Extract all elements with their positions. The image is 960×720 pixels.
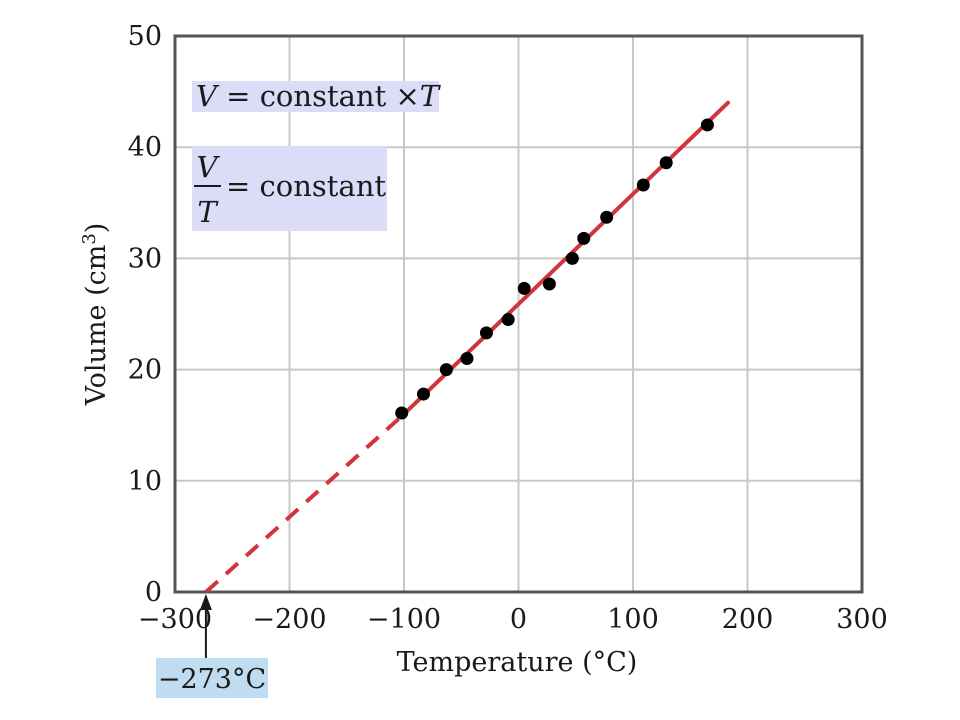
data-point-1 bbox=[416, 387, 430, 401]
equation-2-box bbox=[192, 146, 387, 231]
y-axis-label-superscript: 3 bbox=[79, 233, 100, 244]
annotation-box bbox=[156, 658, 268, 698]
equation-2-numerator: V bbox=[197, 150, 221, 184]
x-axis-label: Temperature (°C) bbox=[397, 647, 638, 678]
x-tick-labels: −300 −200 −100 0 100 200 300 bbox=[138, 604, 888, 635]
annotation-arrow-head bbox=[199, 594, 212, 610]
equation-2-rhs: = constant bbox=[226, 169, 386, 203]
y-axis-label-base: Volume (cm bbox=[81, 245, 112, 407]
data-point-7 bbox=[542, 277, 556, 291]
data-points bbox=[395, 118, 714, 420]
absolute-zero-annotation: −273°C bbox=[156, 594, 268, 698]
y-tick-label-3: 30 bbox=[128, 243, 162, 274]
equation-1-lhs: V bbox=[196, 79, 220, 113]
data-point-5 bbox=[501, 313, 515, 327]
data-point-10 bbox=[600, 210, 614, 224]
data-point-9 bbox=[577, 231, 591, 245]
data-point-8 bbox=[565, 251, 579, 265]
y-tick-label-0: 0 bbox=[145, 577, 162, 608]
x-tick-label-2: −100 bbox=[367, 604, 441, 635]
data-point-11 bbox=[636, 178, 650, 192]
equation-1-box bbox=[192, 81, 439, 112]
annotation-label: −273°C bbox=[158, 664, 266, 695]
y-tick-label-4: 40 bbox=[128, 132, 162, 163]
fit-line-extrapolated bbox=[204, 412, 406, 594]
data-point-6 bbox=[517, 281, 531, 295]
x-tick-label-3: 0 bbox=[510, 604, 527, 635]
equation-1-mid: = constant × bbox=[217, 79, 420, 113]
x-tick-label-6: 300 bbox=[836, 604, 888, 635]
data-point-12 bbox=[659, 156, 673, 170]
y-tick-label-5: 50 bbox=[128, 21, 162, 52]
x-tick-label-4: 100 bbox=[607, 604, 659, 635]
y-axis-label: Volume (cm3) bbox=[79, 223, 112, 407]
x-tick-label-5: 200 bbox=[722, 604, 774, 635]
plot-frame bbox=[173, 34, 864, 594]
y-tick-label-1: 10 bbox=[128, 466, 162, 497]
data-point-4 bbox=[479, 326, 493, 340]
y-axis-label-end: ) bbox=[81, 223, 112, 234]
x-tick-label-1: −200 bbox=[252, 604, 326, 635]
x-tick-label-0: −300 bbox=[138, 604, 212, 635]
data-point-13 bbox=[700, 118, 714, 132]
y-tick-label-2: 20 bbox=[128, 355, 162, 386]
data-point-0 bbox=[395, 406, 409, 420]
equation-1: V = constant ×T bbox=[196, 79, 442, 113]
equation-1-rhs: T bbox=[420, 79, 442, 113]
data-point-2 bbox=[439, 363, 453, 377]
y-tick-labels: 0 10 20 30 40 50 bbox=[128, 21, 162, 608]
data-point-3 bbox=[460, 351, 474, 365]
equation-2-denominator: T bbox=[197, 195, 219, 229]
